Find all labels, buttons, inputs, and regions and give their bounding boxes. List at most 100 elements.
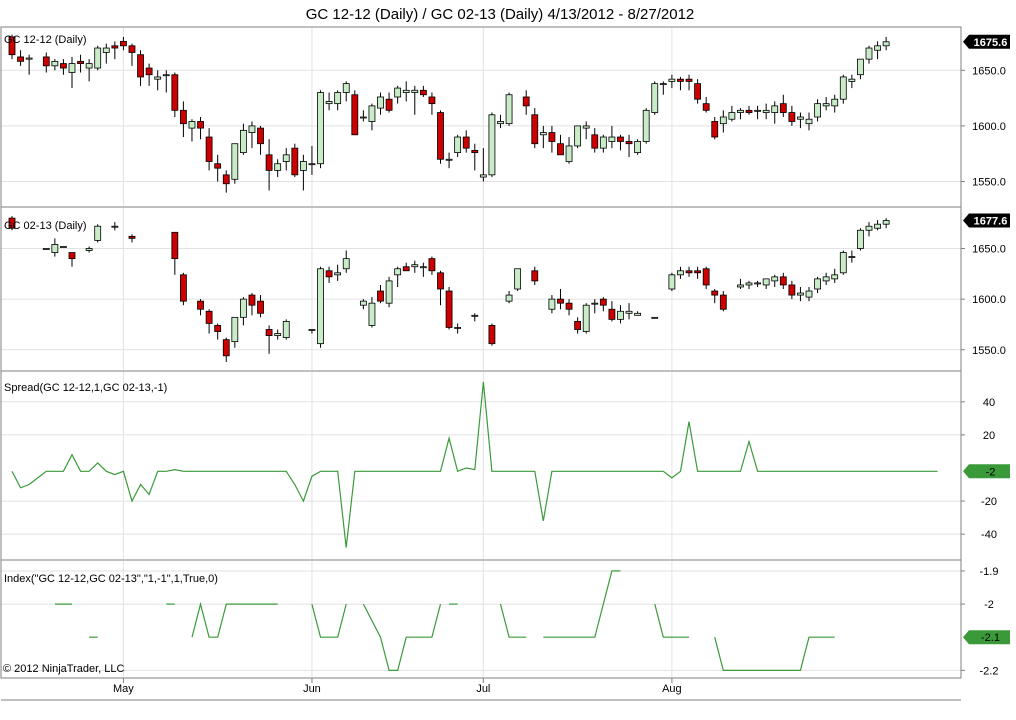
candle-body-up bbox=[634, 312, 642, 316]
candle bbox=[137, 50, 144, 86]
candle-body-up bbox=[402, 89, 410, 93]
candle-body-up bbox=[368, 302, 376, 326]
candle bbox=[685, 74, 693, 91]
candle-body-down bbox=[445, 290, 453, 328]
candle-body-down bbox=[599, 298, 607, 306]
candle bbox=[822, 96, 830, 111]
candle-body-up bbox=[68, 63, 76, 73]
candle bbox=[25, 54, 33, 75]
x-axis: May Jun Jul Aug bbox=[113, 678, 682, 695]
y-tick-label: 1650.0 bbox=[972, 244, 1006, 256]
badge-shape bbox=[963, 213, 1010, 228]
candle bbox=[762, 103, 770, 120]
candle-body-up bbox=[797, 116, 804, 120]
candle bbox=[711, 117, 719, 140]
candle-body-up bbox=[411, 264, 419, 268]
candle bbox=[548, 125, 556, 153]
candle-body-down bbox=[42, 56, 50, 67]
candle-body-down bbox=[248, 294, 256, 306]
candle-body-up bbox=[394, 268, 402, 276]
candle-body-up bbox=[865, 47, 873, 60]
candle bbox=[102, 43, 110, 64]
candle-body-up bbox=[317, 268, 324, 345]
candle bbox=[77, 54, 84, 73]
candle-body-down bbox=[291, 147, 299, 176]
candle-body-up bbox=[771, 105, 779, 113]
candle bbox=[814, 276, 821, 294]
candle bbox=[839, 74, 847, 104]
candle bbox=[299, 154, 307, 191]
candle bbox=[111, 222, 119, 231]
candle bbox=[419, 85, 427, 97]
candle bbox=[257, 125, 264, 155]
candle bbox=[437, 110, 444, 164]
candle bbox=[111, 41, 119, 60]
panel-gc-12-12: GC 12-12 (Daily) 1550.0 1600.0 1650.0 1675… bbox=[0, 26, 1010, 208]
candle bbox=[437, 270, 444, 306]
candle bbox=[205, 309, 213, 334]
candle-body-down bbox=[685, 78, 693, 82]
candle-body-down bbox=[257, 300, 264, 314]
candle-body-down bbox=[257, 127, 264, 145]
candle-body-up bbox=[514, 268, 522, 290]
candle-body-down bbox=[265, 154, 273, 171]
candle-body-down bbox=[428, 258, 436, 272]
badge-shape bbox=[963, 630, 1010, 645]
candle bbox=[582, 121, 590, 140]
candle bbox=[874, 41, 881, 60]
candle bbox=[599, 297, 607, 312]
candle-body-up bbox=[874, 223, 881, 229]
candle-body-up bbox=[471, 314, 479, 317]
y-tick-label: 1550.0 bbox=[972, 345, 1006, 357]
candle-body-down bbox=[711, 290, 719, 296]
y-tick-label: 1550.0 bbox=[972, 177, 1006, 189]
candle bbox=[831, 94, 839, 113]
candle bbox=[51, 59, 59, 71]
candle-body-up bbox=[231, 316, 239, 343]
candle bbox=[265, 325, 273, 354]
candle-body-up bbox=[342, 258, 350, 270]
candle bbox=[154, 70, 162, 91]
candle bbox=[608, 125, 616, 149]
candle bbox=[788, 105, 796, 126]
candle-body-up bbox=[582, 304, 590, 332]
candle-body-up bbox=[505, 294, 513, 302]
candle bbox=[231, 316, 239, 348]
candle bbox=[522, 90, 530, 115]
candle bbox=[805, 112, 813, 131]
candle bbox=[179, 272, 187, 306]
last-value-badge-gc-02-13: 1677.6 bbox=[963, 213, 1010, 228]
candle bbox=[497, 114, 504, 129]
candle-body-up bbox=[737, 109, 744, 113]
candle-body-up bbox=[25, 57, 33, 60]
candle-body-up bbox=[274, 163, 282, 171]
candle bbox=[505, 92, 513, 126]
candle bbox=[779, 272, 787, 289]
candle bbox=[608, 301, 616, 322]
candle bbox=[402, 81, 410, 102]
candle-body-down bbox=[488, 325, 496, 345]
candle-body-down bbox=[548, 132, 556, 142]
index-segment bbox=[362, 603, 442, 672]
panel-gc-02-13: GC 02-13 (Daily) 1550.0 1600.0 1650.0 1677… bbox=[0, 206, 1010, 372]
candle bbox=[882, 36, 890, 51]
candle bbox=[539, 125, 547, 149]
candle bbox=[94, 224, 102, 243]
candle bbox=[548, 295, 556, 314]
candle bbox=[377, 284, 384, 304]
y-tick-label: -40 bbox=[981, 529, 997, 541]
candle-body-up bbox=[634, 141, 642, 154]
candle-body-down bbox=[128, 45, 136, 53]
candle-body-up bbox=[94, 47, 102, 69]
candle bbox=[214, 154, 222, 182]
candle bbox=[857, 58, 864, 80]
candle bbox=[445, 286, 453, 330]
candle-body-down bbox=[197, 300, 204, 310]
candle bbox=[394, 266, 402, 287]
candle bbox=[737, 278, 744, 289]
candle bbox=[265, 139, 273, 191]
candle bbox=[711, 289, 719, 304]
candle bbox=[171, 72, 179, 117]
candle bbox=[334, 264, 342, 281]
y-tick-label: 1600.0 bbox=[972, 294, 1006, 306]
